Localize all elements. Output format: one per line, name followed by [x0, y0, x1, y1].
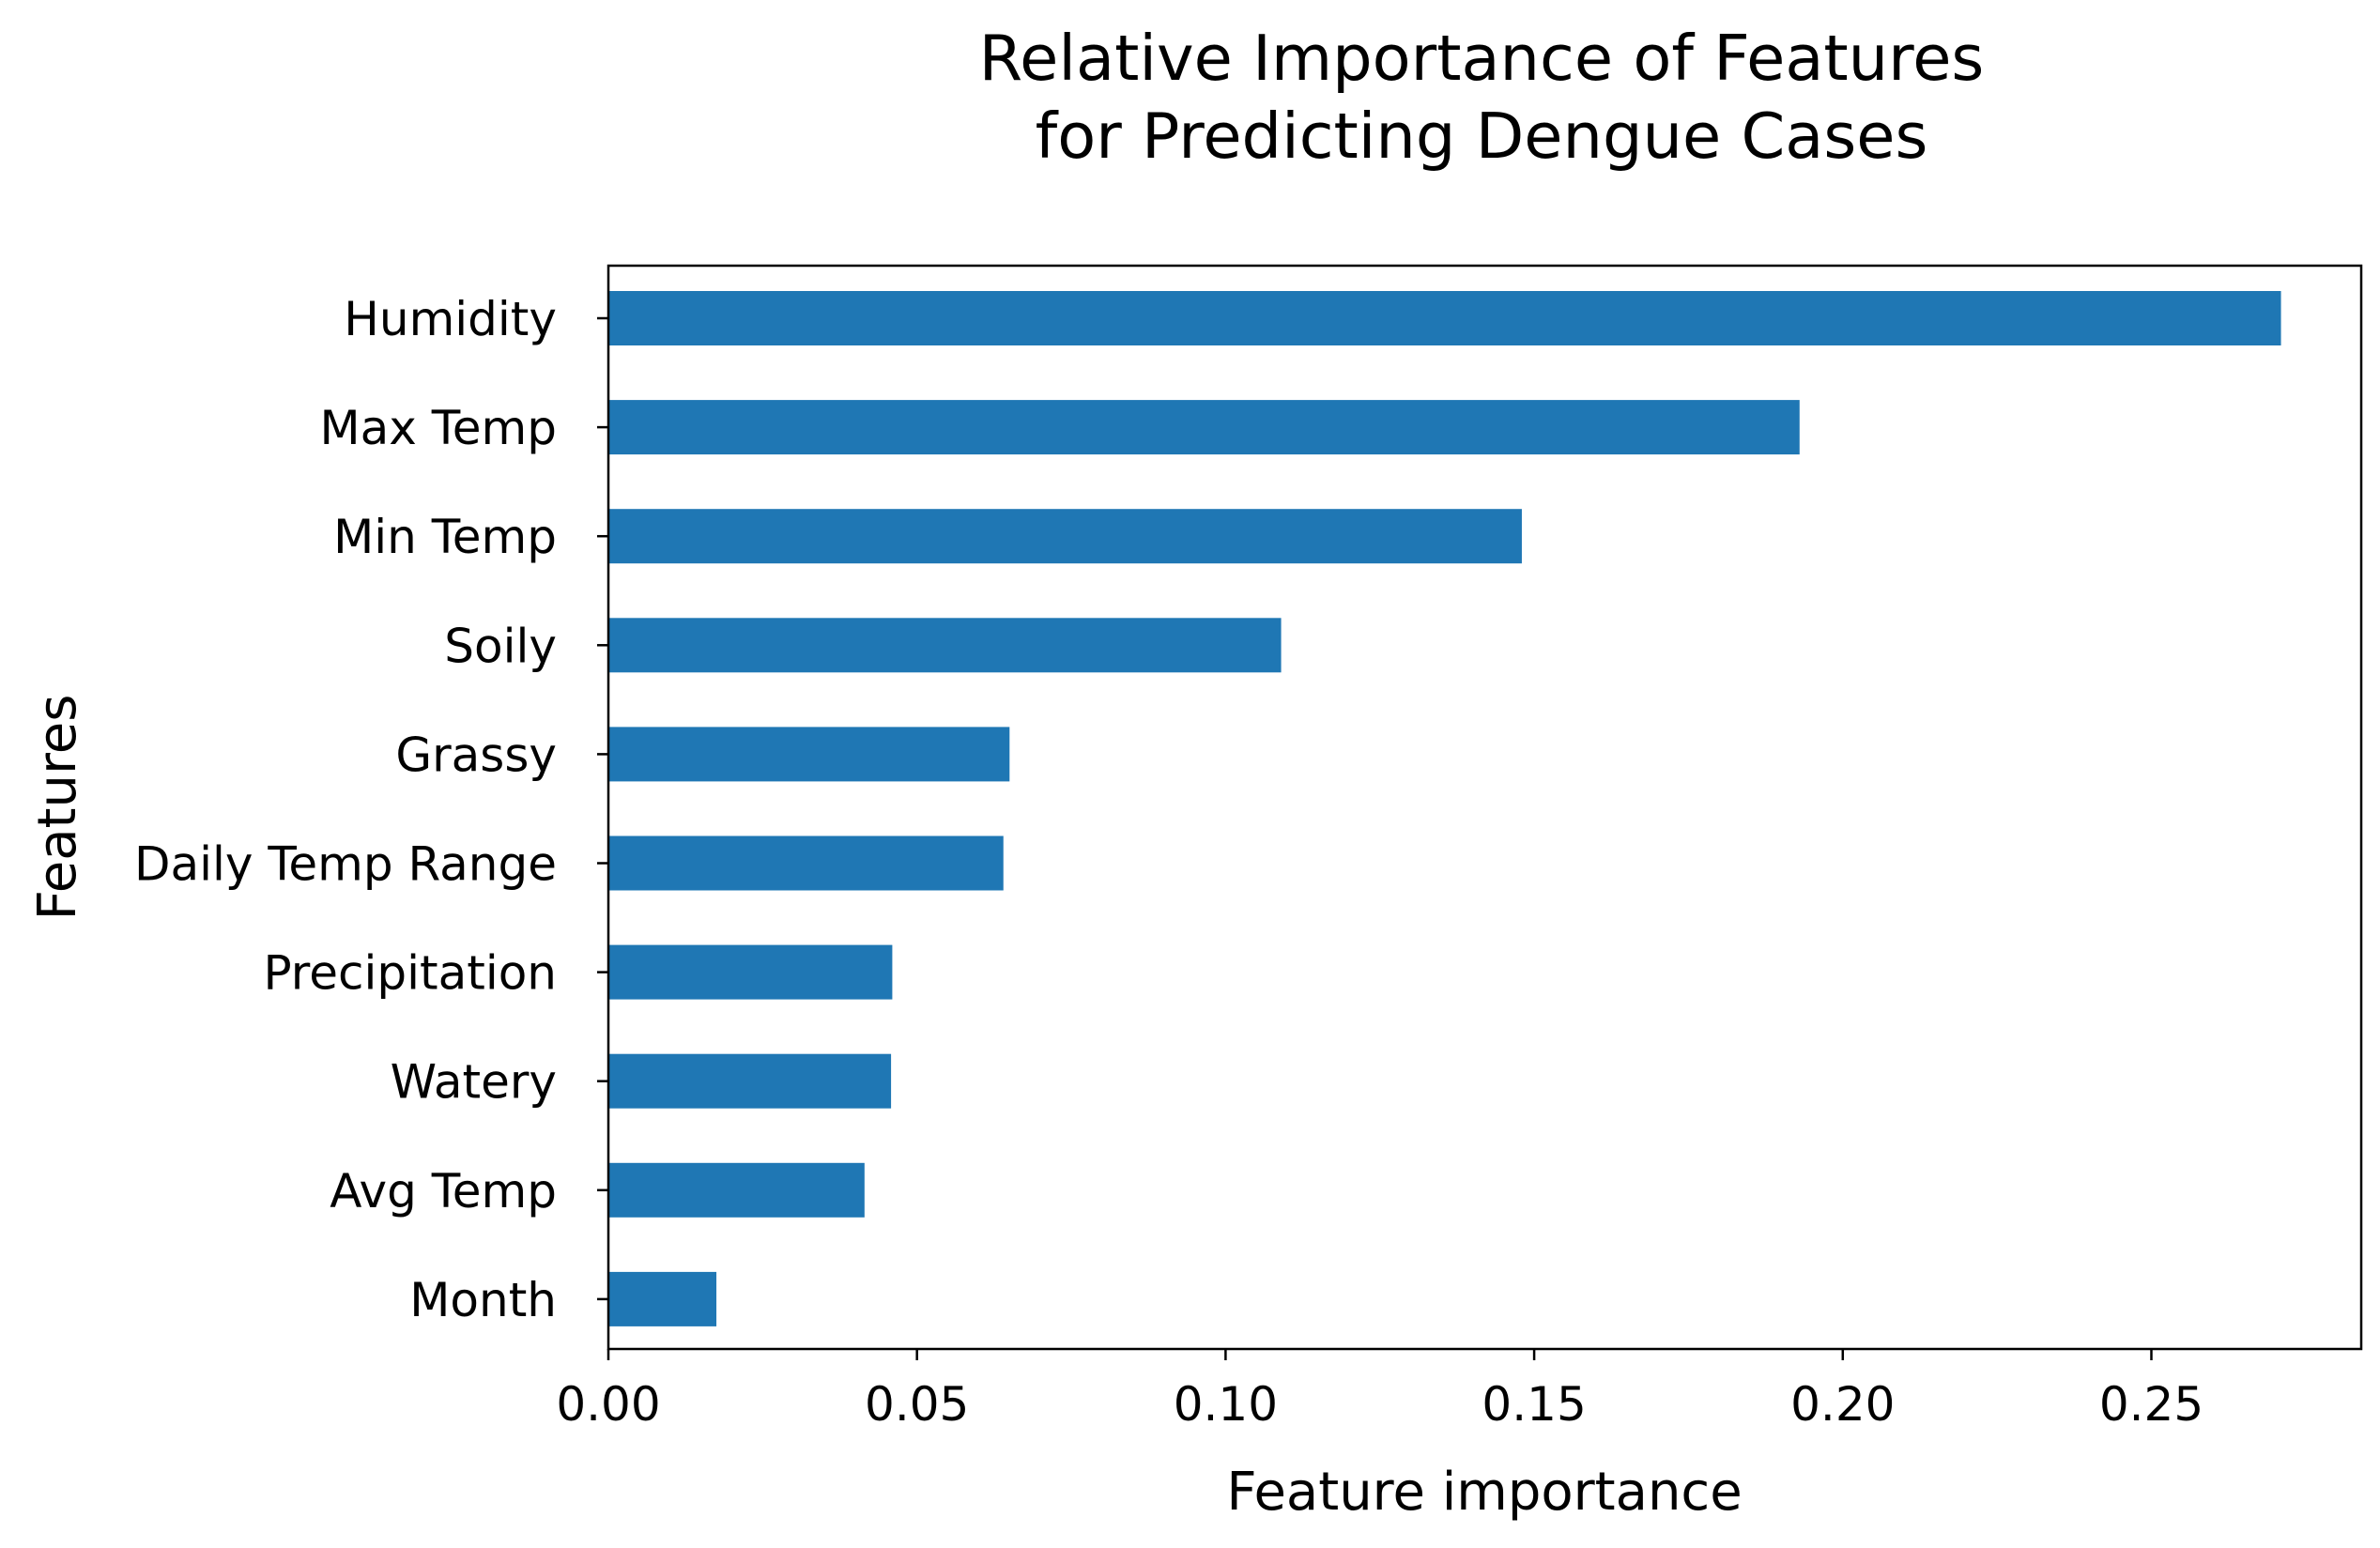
chart-title: Relative Importance of Features for Pred… [979, 22, 1985, 173]
plot-frame [607, 264, 2363, 1351]
bar-precipitation [608, 944, 893, 1000]
x-tick-label: 0.15 [1482, 1377, 1586, 1432]
y-tick-label: Daily Temp Range [134, 837, 557, 892]
bar-avg-temp [608, 1162, 865, 1218]
x-tick-label: 0.25 [2099, 1377, 2203, 1432]
chart-title-line-1: Relative Importance of Features [979, 22, 1985, 95]
bar-watery [608, 1053, 892, 1109]
bar-max-temp [608, 400, 1800, 455]
y-tick-label: Avg Temp [330, 1164, 557, 1218]
bar-grassy [608, 727, 1010, 782]
bar-month [608, 1271, 717, 1326]
x-tick-label: 0.20 [1790, 1377, 1895, 1432]
x-tick-label: 0.10 [1174, 1377, 1278, 1432]
y-tick-label: Grassy [395, 728, 557, 782]
y-tick-label: Min Temp [333, 510, 557, 564]
y-tick-label: Humidity [344, 292, 557, 346]
bar-humidity [608, 291, 2281, 345]
y-axis-label: Features [27, 695, 88, 921]
y-tick-label: Month [409, 1273, 557, 1327]
bars-layer [608, 291, 2281, 1326]
y-axis-ticks: Humidity Max Temp Min Temp Soily Grassy Daily… [134, 292, 608, 1327]
chart-title-line-2: for Predicting Dengue Cases [1036, 100, 1928, 173]
x-axis-ticks: 0.00 0.05 0.10 0.15 0.20 0.25 [556, 1349, 2203, 1432]
y-tick-label: Max Temp [319, 401, 557, 455]
y-tick-label: Precipitation [263, 946, 557, 1001]
bar-daily-temp-range [608, 835, 1004, 891]
y-tick-label: Soily [444, 619, 557, 673]
bar-min-temp [608, 509, 1522, 564]
x-tick-label: 0.05 [865, 1377, 969, 1432]
x-axis-label: Feature importance [1226, 1462, 1742, 1523]
y-tick-label: Watery [391, 1055, 557, 1110]
bar-soily [608, 618, 1282, 673]
x-tick-label: 0.00 [556, 1377, 660, 1432]
